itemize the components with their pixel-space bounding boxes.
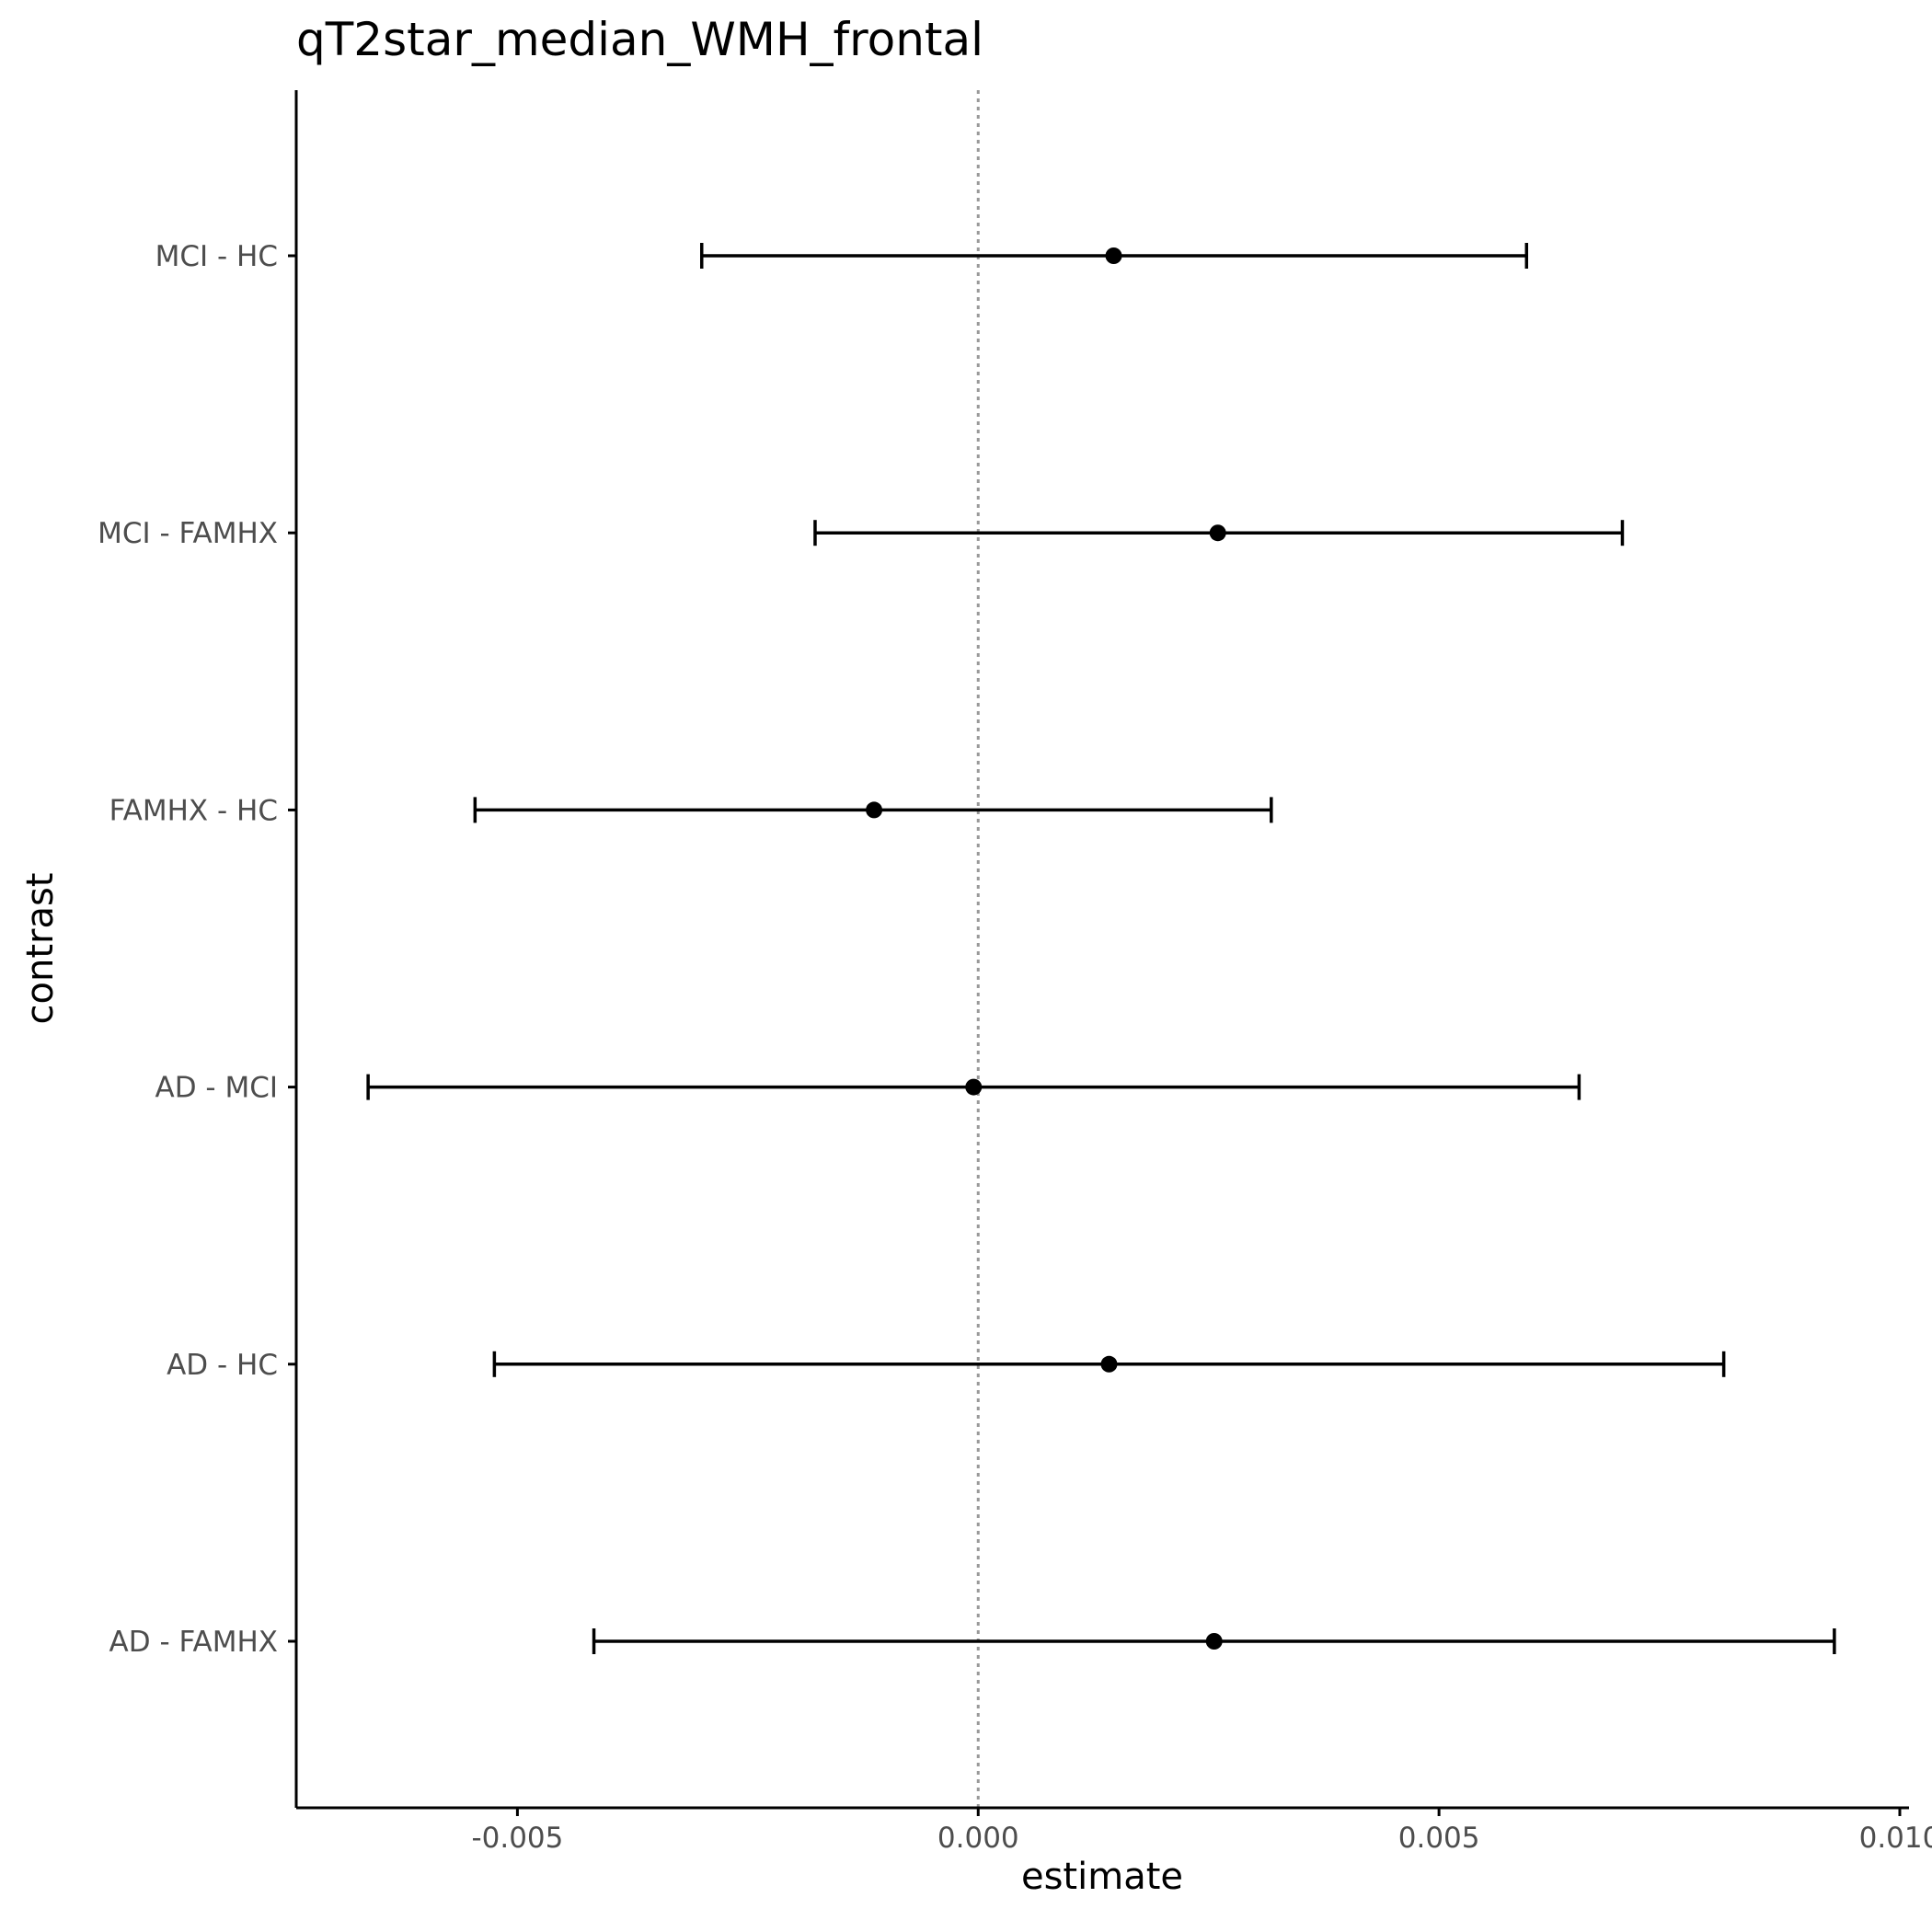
y-tick-label: AD - FAMHX bbox=[109, 1626, 278, 1659]
y-tick-label: AD - HC bbox=[167, 1349, 278, 1382]
x-tick-label: 0.000 bbox=[937, 1822, 1019, 1855]
estimate-point bbox=[1209, 524, 1226, 542]
errorbar-row bbox=[492, 1351, 1726, 1377]
errorbar-row bbox=[366, 1074, 1581, 1100]
y-axis: MCI - HC MCI - FAMHX FAMHX - HC AD - MCI AD … bbox=[98, 240, 296, 1659]
estimate-point bbox=[965, 1078, 983, 1096]
y-tick-label: AD - MCI bbox=[155, 1072, 278, 1105]
x-tick-label: 0.010 bbox=[1859, 1822, 1932, 1855]
y-tick-label: MCI - HC bbox=[155, 240, 278, 273]
errorbar-row bbox=[592, 1628, 1836, 1654]
estimate-point bbox=[866, 801, 883, 819]
estimate-point bbox=[1205, 1633, 1223, 1650]
x-tick-label: 0.005 bbox=[1398, 1822, 1480, 1855]
x-tick-label: -0.005 bbox=[471, 1822, 563, 1855]
x-axis: -0.005 0.000 0.005 0.010 bbox=[471, 1808, 1932, 1855]
y-axis-title: contrast bbox=[19, 873, 62, 1025]
errorbar-row bbox=[700, 243, 1529, 269]
errorbar-row bbox=[813, 520, 1625, 546]
errorbar-row bbox=[473, 797, 1273, 823]
chart-title: qT2star_median_WMH_frontal bbox=[296, 13, 983, 66]
estimate-point bbox=[1105, 247, 1122, 264]
y-tick-label: FAMHX - HC bbox=[109, 794, 278, 827]
x-axis-title: estimate bbox=[1021, 1856, 1183, 1898]
plot-area bbox=[366, 90, 1836, 1808]
y-tick-label: MCI - FAMHX bbox=[98, 517, 278, 550]
estimate-point bbox=[1100, 1355, 1118, 1373]
